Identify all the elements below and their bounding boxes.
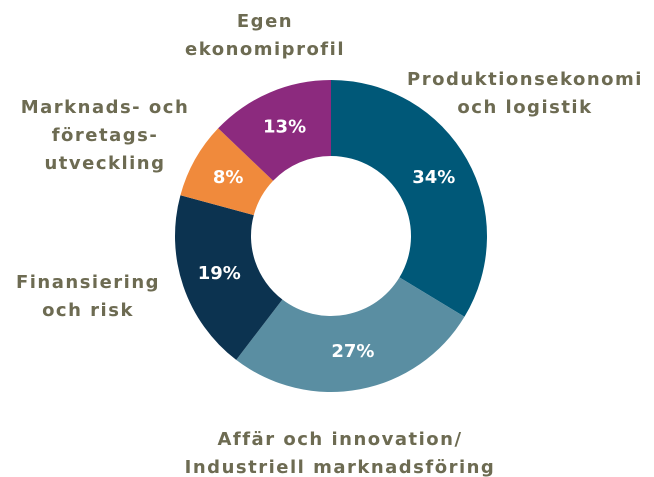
value-label: 19% — [198, 263, 241, 284]
category-label-line: utveckling — [44, 153, 165, 174]
donut-segment — [331, 80, 488, 317]
category-label-line: Marknads- och — [21, 97, 190, 118]
category-label-line: Produktionsekonomi — [407, 69, 643, 90]
value-label: 27% — [331, 341, 374, 362]
category-label-line: företags- — [52, 125, 159, 146]
donut-segment — [236, 277, 465, 392]
category-label-line: Finansiering — [16, 272, 160, 293]
category-label: Egen ekonomiprofil — [185, 11, 345, 60]
category-label-line: ekonomiprofil — [185, 39, 345, 60]
category-label: Finansiering och risk — [16, 272, 160, 321]
category-label-line: Egen — [237, 11, 293, 32]
donut-segment — [174, 195, 283, 360]
category-label: Produktionsekonomi och logistik — [407, 69, 643, 118]
category-label: Marknads- och företags-utveckling — [21, 97, 190, 174]
value-label: 34% — [412, 167, 455, 188]
category-label-line: Industriell marknadsföring — [185, 457, 496, 477]
value-label: 13% — [263, 117, 306, 138]
category-label-line: och logistik — [457, 97, 592, 118]
donut-segment — [218, 80, 331, 181]
value-label: 8% — [213, 167, 244, 188]
category-label-line: Affär och innovation/ — [217, 429, 462, 450]
category-label-line: och risk — [42, 300, 134, 321]
donut-segment — [180, 128, 274, 216]
category-label: Affär och innovation/Industriell marknad… — [185, 429, 496, 477]
